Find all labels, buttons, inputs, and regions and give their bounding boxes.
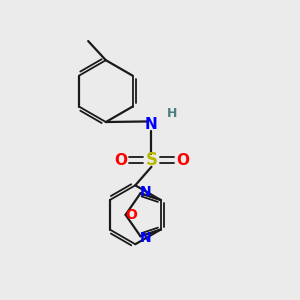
Text: N: N xyxy=(145,118,158,133)
Text: O: O xyxy=(125,208,137,222)
Text: H: H xyxy=(167,107,177,120)
Text: O: O xyxy=(114,153,127,168)
Text: O: O xyxy=(176,153,189,168)
Text: N: N xyxy=(140,231,152,245)
Text: S: S xyxy=(146,151,158,169)
Text: N: N xyxy=(140,185,152,199)
